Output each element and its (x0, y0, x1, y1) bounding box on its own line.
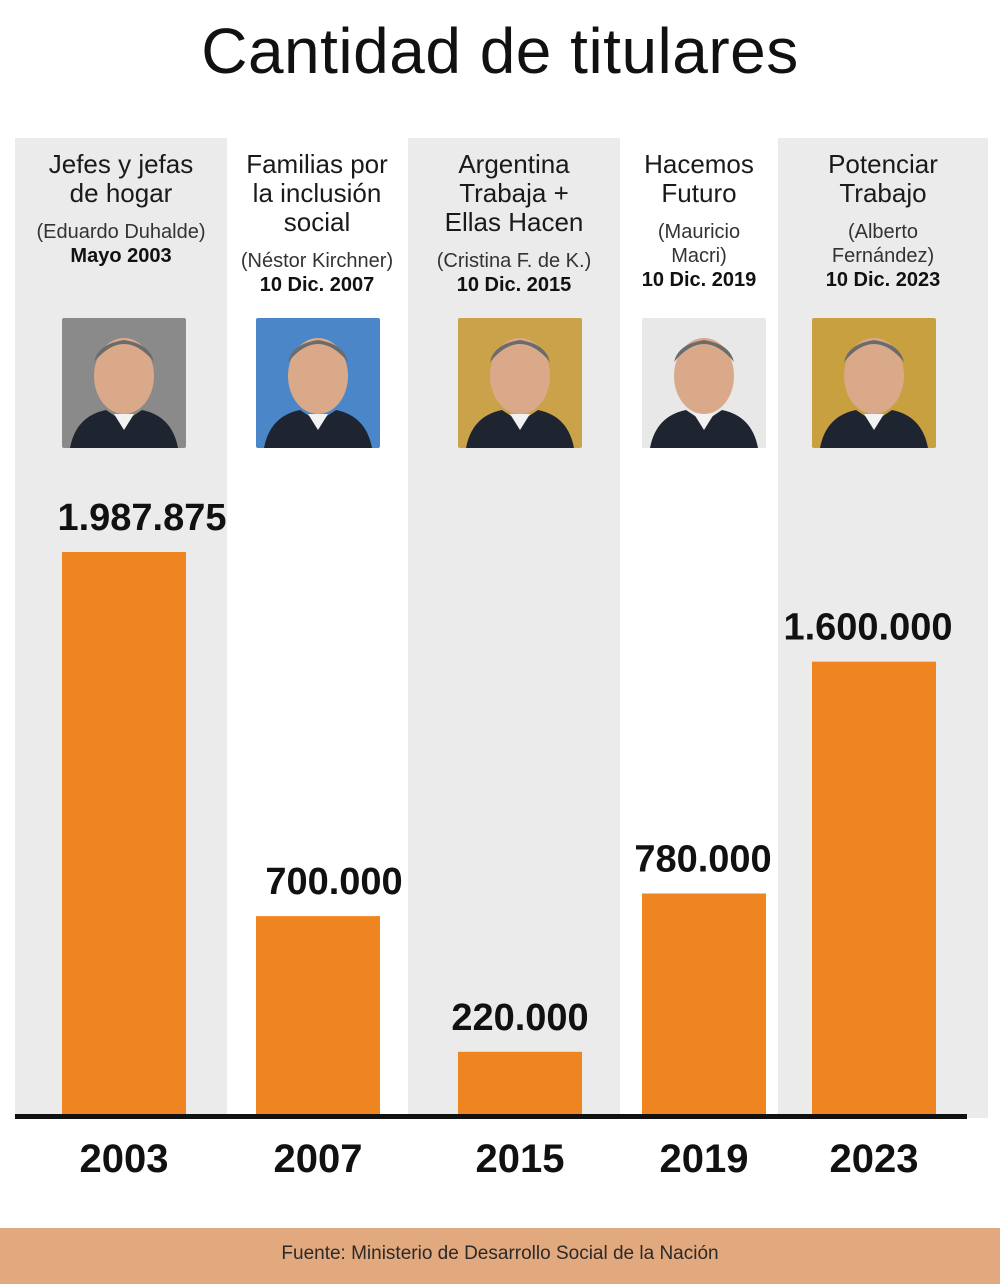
bar-2023 (812, 661, 936, 1114)
president-name-line: (Eduardo Duhalde) (36, 221, 206, 243)
program-name-line: Trabajo (839, 178, 927, 208)
program-date: Mayo 2003 (70, 245, 172, 267)
portrait-icon (256, 318, 380, 448)
president-name: (Mauricio Macri) (620, 220, 778, 268)
program-name: Jefes y jefas de hogar (15, 150, 227, 208)
program-name-line: de hogar (69, 178, 173, 208)
chart-title: Cantidad de titulares (201, 15, 799, 87)
program-name-line: Trabaja + (459, 178, 569, 208)
program-name-line: Jefes y jefas (48, 149, 194, 179)
president-name-line: Fernández) (831, 245, 935, 267)
program-column: Potenciar Trabajo (Alberto Fernández) 10 Dic… (778, 150, 988, 292)
bar-2007 (256, 916, 380, 1114)
portrait-icon (812, 318, 936, 448)
program-date: 10 Dic. 2015 (456, 274, 572, 296)
bar-2015 (458, 1051, 582, 1114)
program-name-line: la inclusión (252, 178, 382, 208)
president-name: (Cristina F. de K.) (408, 249, 620, 273)
x-tick-label: 2015 (476, 1137, 565, 1181)
value-label: 780.000 (634, 838, 771, 880)
program-date: 10 Dic. 2023 (825, 269, 941, 291)
program-name: Hacemos Futuro (620, 150, 778, 208)
program-column: Jefes y jefas de hogar (Eduardo Duhalde) Ma… (15, 150, 227, 268)
portrait-icon (62, 318, 186, 448)
president-name: (Eduardo Duhalde) (15, 220, 227, 244)
program-date: 10 Dic. 2019 (641, 269, 757, 291)
value-label: 220.000 (451, 997, 588, 1039)
footer-band (0, 1228, 1000, 1284)
program-name-line: Hacemos (644, 149, 754, 179)
portrait-icon (458, 318, 582, 448)
value-label: 700.000 (265, 861, 402, 903)
president-name-line: (Néstor Kirchner) (240, 250, 394, 272)
program-name: Argentina Trabaja + Ellas Hacen (408, 150, 620, 237)
source-note: Fuente: Ministerio de Desarrollo Social … (281, 1243, 719, 1264)
program-name-line: Futuro (661, 178, 737, 208)
value-label: 1.600.000 (783, 607, 952, 649)
president-name: (Néstor Kirchner) (226, 249, 408, 273)
x-tick-label: 2007 (274, 1137, 363, 1181)
program-column: Hacemos Futuro (Mauricio Macri) 10 Dic. 2019 (620, 150, 778, 292)
president-name-line: (Cristina F. de K.) (436, 250, 592, 272)
column-background (408, 138, 620, 1118)
president-name: (Alberto Fernández) (778, 220, 988, 268)
x-tick-label: 2023 (830, 1137, 919, 1181)
program-name-line: Argentina (458, 149, 570, 179)
program-name-line: Ellas Hacen (444, 207, 584, 237)
program-name-line: social (283, 207, 351, 237)
value-label: 1.987.875 (57, 497, 226, 539)
program-column: Argentina Trabaja + Ellas Hacen (Cristina F… (408, 150, 620, 297)
x-tick-label: 2019 (660, 1137, 749, 1181)
x-axis-line (15, 1114, 967, 1119)
program-date: 10 Dic. 2007 (259, 274, 375, 296)
program-name-line: Potenciar (828, 149, 938, 179)
bar-2003 (62, 552, 186, 1114)
president-name-line: (Mauricio (657, 221, 741, 243)
portrait-icon (642, 318, 766, 448)
program-name: Familias por la inclusión social (226, 150, 408, 237)
program-name: Potenciar Trabajo (778, 150, 988, 208)
program-column: Familias por la inclusión social (Néstor Ki… (226, 150, 408, 297)
bar-2019 (642, 893, 766, 1114)
president-name-line: Macri) (671, 245, 727, 267)
president-name-line: (Alberto (847, 221, 919, 243)
x-tick-label: 2003 (80, 1137, 169, 1181)
program-name-line: Familias por (246, 149, 388, 179)
